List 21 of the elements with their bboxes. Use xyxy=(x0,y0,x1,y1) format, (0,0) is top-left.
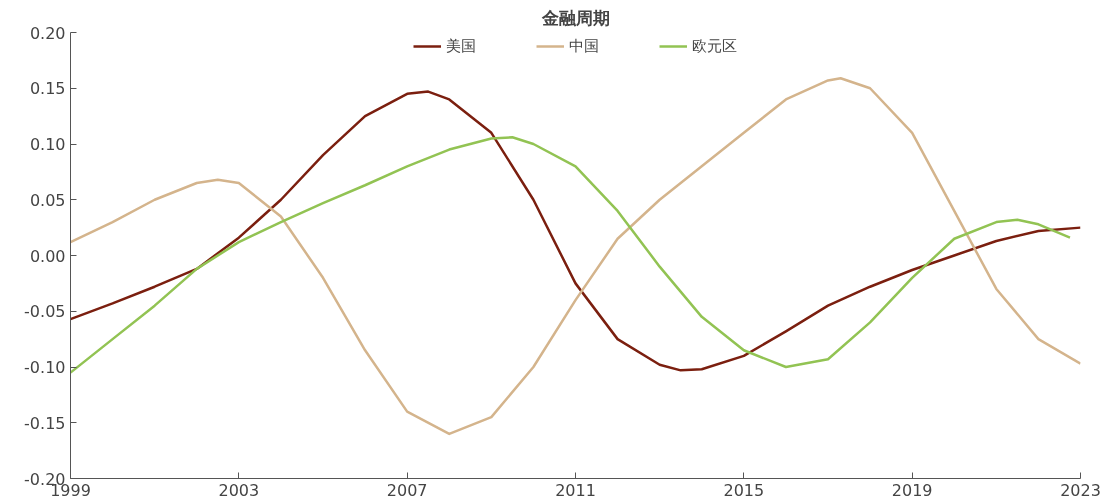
line-series xyxy=(70,90,1081,372)
y-tick-label: -0.05 xyxy=(24,302,66,322)
x-tick-label: 2011 xyxy=(555,480,596,500)
x-tick-label: 2007 xyxy=(386,480,428,500)
legend-label: 中国 xyxy=(569,36,599,56)
y-tick-label: 0.10 xyxy=(29,135,66,154)
y-tick-label: -0.15 xyxy=(24,413,66,433)
y-tick-label: 0.05 xyxy=(29,190,66,210)
line-series xyxy=(70,136,1072,374)
x-tick-label: 2015 xyxy=(723,480,765,500)
y-tick-label: 0.15 xyxy=(29,79,66,99)
line-series xyxy=(70,76,1081,436)
chart-title: 金融周期 xyxy=(540,7,610,28)
legend-label: 美国 xyxy=(446,36,476,56)
x-tick-label: 2003 xyxy=(218,480,260,500)
y-tick-label: 0.20 xyxy=(29,23,66,43)
y-tick-label: 0.00 xyxy=(29,246,66,266)
legend-label: 欧元区 xyxy=(692,36,737,56)
x-tick-label: 2019 xyxy=(891,480,933,500)
x-tick-label: 2023 xyxy=(1060,480,1101,500)
y-tick-label: -0.10 xyxy=(24,358,66,377)
